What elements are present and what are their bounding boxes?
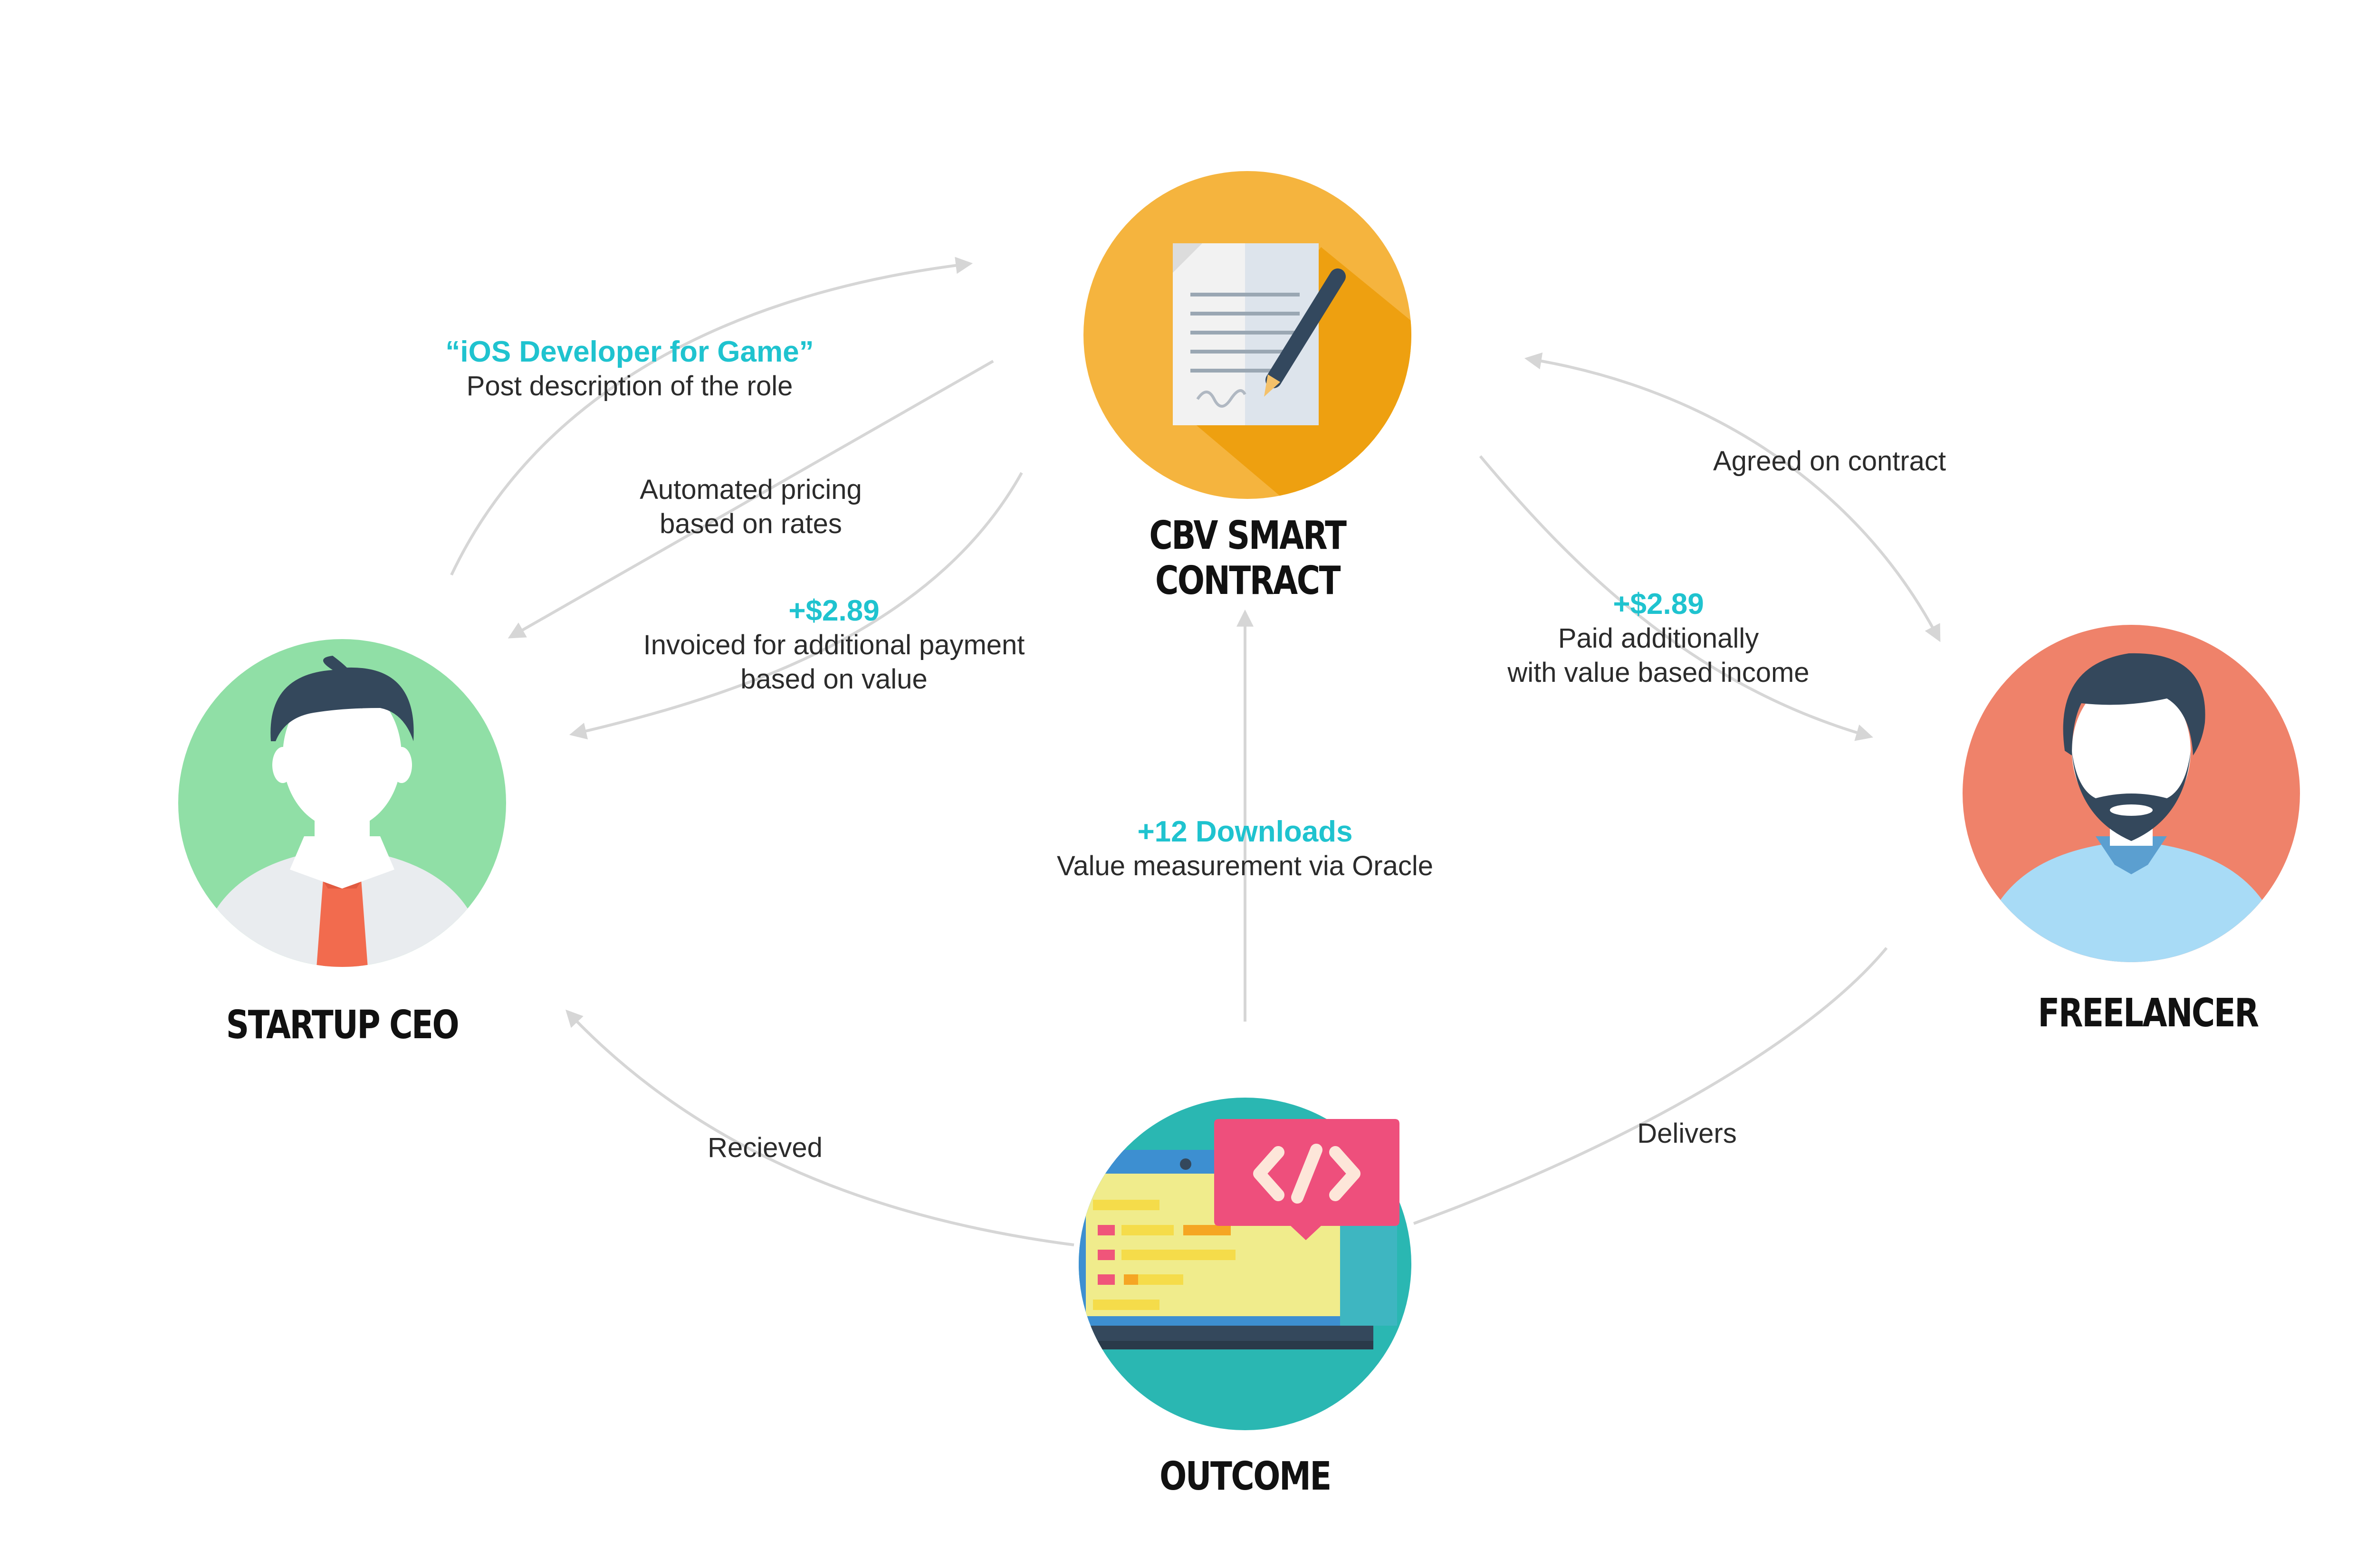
outcome-label: OUTCOME [1159, 1454, 1332, 1499]
edge-label-agreed: Agreed on contract [1713, 446, 1946, 477]
arrow-paid [1479, 455, 1873, 741]
arrows [450, 257, 1941, 1246]
arrow-post-role [450, 257, 973, 576]
edge-label-received: Recieved [708, 1132, 823, 1163]
paid-amount: +$2.89 [1613, 588, 1704, 621]
invoiced-amount: +$2.89 [788, 594, 880, 627]
edge-label-paid: +$2.89 Paid additionally with value base… [1445, 587, 1872, 690]
arrow-auto-pricing [508, 360, 994, 639]
edge-label-oracle: +12 Downloads Value measurement via Orac… [1007, 815, 1483, 883]
edge-label-delivers: Delivers [1637, 1118, 1737, 1149]
arrow-delivers [1413, 947, 1888, 1225]
edge-label-post-role: “iOS Developer for Game” Post descriptio… [380, 335, 879, 403]
edge-label-invoiced: +$2.89 Invoiced for additional payment b… [596, 594, 1072, 697]
laptop-code-icon [1079, 1098, 1411, 1430]
businessman-avatar-icon [178, 639, 506, 967]
freelancer-label: FREELANCER [2038, 991, 2259, 1036]
post-role-text: Post description of the role [466, 371, 793, 402]
arrow-agreed [1524, 352, 1941, 642]
ceo-label: STARTUP CEO [226, 1003, 460, 1048]
contract-label: CBV SMART CONTRACT [1149, 513, 1347, 603]
bearded-freelancer-avatar-icon [1963, 625, 2300, 962]
contract-document-pen-icon [1083, 171, 1411, 499]
arrow-received [565, 1009, 1074, 1246]
arrow-invoiced [569, 472, 1023, 740]
downloads-count: +12 Downloads [1137, 815, 1353, 848]
edge-label-auto-pricing: Automated pricing based on rates [640, 474, 862, 539]
role-title: “iOS Developer for Game” [445, 335, 814, 368]
